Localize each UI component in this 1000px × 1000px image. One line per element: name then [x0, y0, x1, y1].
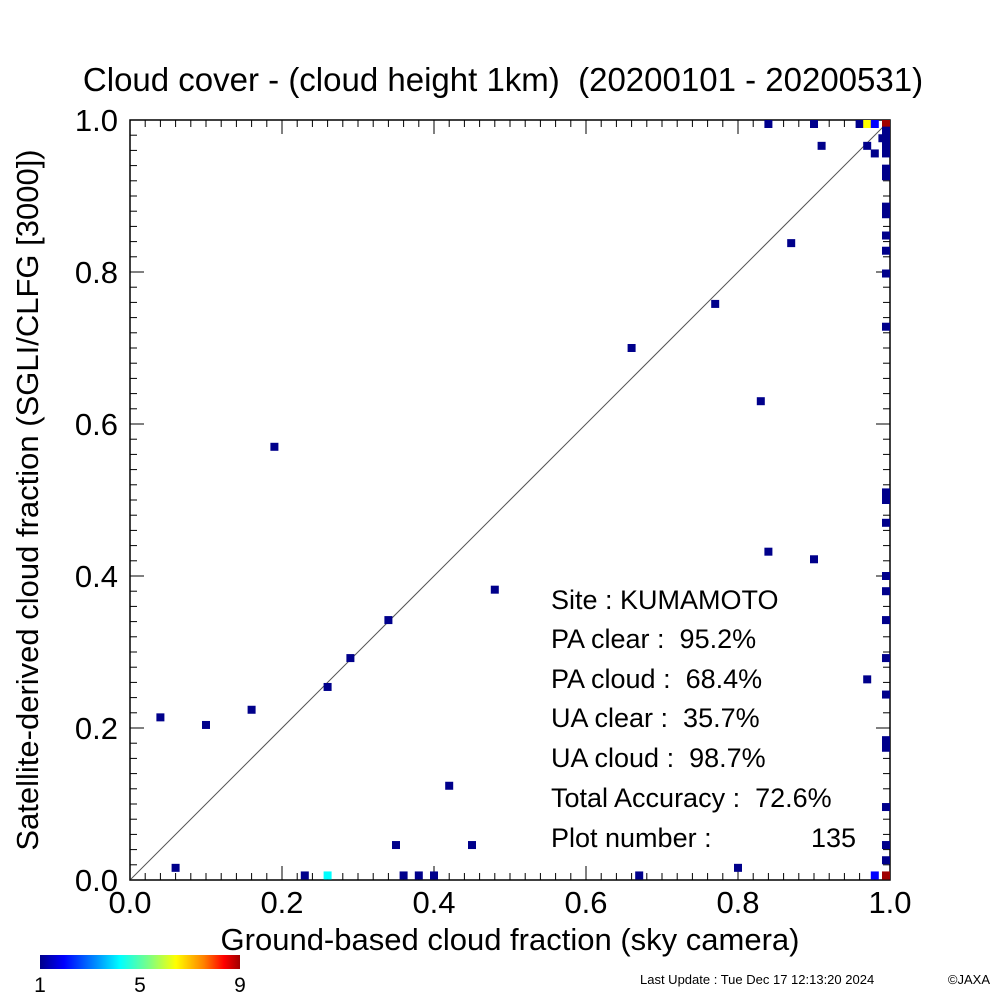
data-point [270, 442, 279, 451]
data-point [882, 743, 890, 752]
chart-title: Cloud cover - (cloud height 1km) (202001… [83, 61, 923, 98]
copyright-text: ©JAXA [948, 972, 990, 987]
data-point [810, 555, 818, 564]
data-point [882, 134, 890, 143]
last-update-text: Last Update : Tue Dec 17 12:13:20 2024 [640, 972, 874, 987]
colorbar-tick-label: 9 [234, 974, 246, 997]
data-point [855, 120, 864, 128]
stats-panel: Site : KUMAMOTO PA clear : 95.2% PA clou… [551, 585, 856, 853]
data-point [882, 246, 890, 255]
data-point [882, 164, 890, 173]
colorbar-tick-label: 5 [134, 974, 146, 997]
y-axis-label: Satellite-derived cloud fraction (SGLI/C… [10, 149, 45, 850]
data-point [882, 654, 890, 663]
data-point [384, 616, 393, 625]
x-tick-label: 0.0 [108, 885, 151, 920]
data-point [247, 705, 256, 714]
colorbar [40, 955, 240, 969]
y-tick-label: 0.2 [75, 711, 118, 746]
data-point [490, 585, 499, 594]
data-point [323, 871, 332, 880]
data-point [863, 120, 872, 128]
x-tick-label: 0.6 [564, 885, 607, 920]
data-point [863, 675, 872, 684]
data-point [882, 141, 890, 150]
data-point [882, 210, 890, 219]
data-point [882, 202, 890, 211]
data-point [882, 587, 890, 596]
total-accuracy-text: Total Accuracy : 72.6% [551, 783, 832, 813]
colorbar-tick-label: 1 [34, 974, 46, 997]
data-point [430, 871, 438, 880]
data-point [882, 616, 890, 625]
one-to-one-line [129, 119, 891, 881]
data-point [870, 120, 879, 128]
data-point [882, 572, 890, 580]
data-point [882, 120, 890, 128]
data-point [468, 841, 476, 850]
data-point [346, 654, 355, 663]
data-point [870, 871, 879, 880]
data-point [863, 141, 872, 150]
pa-cloud-text: PA cloud : 68.4% [551, 664, 762, 694]
data-point [882, 172, 890, 181]
data-point [300, 871, 309, 880]
data-point [882, 690, 890, 699]
ua-clear-text: UA clear : 35.7% [551, 703, 760, 733]
plot-number-label: Plot number : [551, 823, 712, 853]
data-point [764, 120, 773, 128]
y-tick-label: 1.0 [75, 103, 118, 138]
x-tick-label: 0.2 [260, 885, 303, 920]
x-axis-label: Ground-based cloud fraction (sky camera) [221, 922, 800, 957]
x-axis-tick-labels: 0.0 0.2 0.4 0.6 0.8 1.0 [108, 885, 911, 920]
data-point [734, 863, 742, 872]
plot-number-value: 135 [811, 823, 856, 853]
x-tick-label: 0.4 [412, 885, 455, 920]
data-point [764, 547, 773, 556]
data-points [156, 120, 890, 880]
y-axis-tick-labels: 0.0 0.2 0.4 0.6 0.8 1.0 [75, 103, 118, 898]
y-tick-label: 0.0 [75, 863, 118, 898]
data-point [882, 269, 890, 278]
pa-clear-text: PA clear : 95.2% [551, 624, 756, 654]
data-point [817, 141, 826, 150]
y-tick-label: 0.4 [75, 559, 118, 594]
data-point [882, 841, 890, 850]
ua-cloud-text: UA cloud : 98.7% [551, 743, 766, 773]
data-point [882, 231, 890, 240]
x-tick-label: 1.0 [868, 885, 911, 920]
data-point [202, 720, 210, 729]
data-point [171, 863, 180, 872]
data-point [787, 239, 796, 248]
data-point [635, 871, 644, 880]
data-point [882, 149, 890, 158]
data-point [323, 682, 332, 691]
colorbar-tick-labels: 1 5 9 [34, 974, 246, 997]
site-text: Site : KUMAMOTO [551, 585, 779, 615]
data-point [414, 871, 423, 880]
data-point [627, 344, 636, 352]
data-point [399, 871, 408, 880]
data-point [882, 488, 890, 497]
data-point [882, 871, 890, 880]
data-point [882, 736, 890, 745]
data-point [870, 149, 879, 158]
data-point [882, 322, 890, 331]
y-tick-label: 0.8 [75, 255, 118, 290]
data-point [882, 518, 890, 527]
data-point [711, 299, 720, 308]
data-point [156, 713, 165, 722]
data-point [445, 781, 454, 790]
y-tick-label: 0.6 [75, 407, 118, 442]
data-point [882, 856, 890, 865]
data-point [882, 126, 890, 135]
x-tick-label: 0.8 [716, 885, 759, 920]
data-point [882, 803, 890, 812]
data-point [882, 496, 890, 504]
data-point [392, 841, 400, 850]
data-point [756, 397, 765, 406]
data-point [810, 120, 818, 128]
